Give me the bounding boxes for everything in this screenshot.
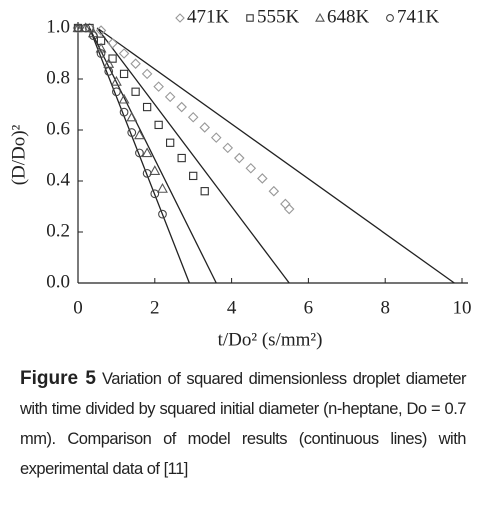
marker — [134, 129, 145, 140]
marker — [84, 22, 95, 34]
marker — [268, 185, 280, 197]
marker — [283, 203, 295, 215]
marker — [245, 162, 257, 174]
marker — [189, 171, 198, 181]
marker — [142, 168, 152, 178]
marker — [280, 198, 291, 210]
x-axis-label: t/Do² (s/mm²) — [218, 329, 323, 350]
model-line — [88, 27, 190, 284]
caption: Figure 5 Variation of squared dimensionl… — [20, 364, 467, 484]
marker — [176, 101, 187, 113]
marker — [135, 148, 144, 158]
model-line — [88, 27, 217, 284]
marker — [154, 120, 163, 130]
legend-label: 471K — [187, 6, 230, 27]
y-tick-label: 0.4 — [46, 169, 70, 190]
marker — [164, 91, 176, 103]
y-tick-label: 1.0 — [46, 16, 70, 37]
marker — [72, 22, 84, 34]
marker — [88, 31, 98, 41]
marker — [118, 48, 130, 59]
x-tick-label: 8 — [380, 297, 390, 318]
legend-marker — [175, 13, 185, 23]
y-tick-label: 0.8 — [46, 67, 70, 88]
marker — [96, 49, 106, 58]
marker — [110, 75, 122, 86]
marker — [187, 111, 199, 123]
y-axis-label: (D/Do)² — [8, 124, 29, 185]
marker — [107, 38, 118, 49]
marker — [142, 102, 152, 112]
x-tick-label: 6 — [304, 297, 314, 318]
legend-label: 741K — [397, 6, 440, 27]
marker — [95, 42, 107, 53]
model-line — [96, 27, 290, 284]
marker — [157, 183, 168, 193]
legend-marker — [315, 12, 325, 22]
marker — [118, 93, 130, 104]
x-tick-label: 0 — [73, 297, 83, 318]
marker — [150, 189, 160, 199]
marker — [257, 173, 268, 184]
x-tick-label: 4 — [227, 297, 237, 318]
marker — [149, 165, 161, 175]
marker — [104, 66, 114, 76]
marker — [130, 58, 141, 69]
marker — [141, 147, 153, 158]
chart: t/Do² (s/mm²) (D/Do)² 0.0 0.2 0.4 0.6 0.8 1.0… — [8, 6, 472, 350]
caption-label: Figure 5 — [20, 368, 96, 389]
marker — [81, 23, 91, 33]
marker — [131, 87, 140, 96]
legend-label: 555K — [257, 6, 300, 27]
marker — [210, 132, 222, 143]
y-tick-label: 0.6 — [46, 118, 70, 139]
marker — [119, 107, 129, 117]
marker — [199, 122, 210, 133]
y-tick-label: 0.0 — [46, 271, 70, 292]
marker — [112, 87, 121, 97]
marker — [166, 138, 175, 147]
marker — [234, 152, 245, 164]
legend-marker — [246, 14, 254, 22]
marker — [126, 111, 138, 122]
y-tick-label: 0.2 — [46, 220, 70, 241]
legend-label: 648K — [327, 6, 370, 27]
marker — [127, 128, 137, 137]
marker — [119, 69, 129, 79]
marker — [95, 25, 107, 36]
marker — [153, 81, 164, 92]
legend-marker — [386, 14, 394, 22]
x-tick-label: 2 — [150, 297, 160, 318]
marker — [158, 209, 167, 219]
x-tick-label: 10 — [453, 297, 472, 318]
marker — [141, 68, 153, 80]
marker — [200, 187, 209, 196]
caption-text: Variation of squared dimensionless dropl… — [20, 370, 467, 478]
marker — [177, 153, 186, 163]
model-line — [96, 27, 455, 284]
marker — [222, 142, 234, 154]
